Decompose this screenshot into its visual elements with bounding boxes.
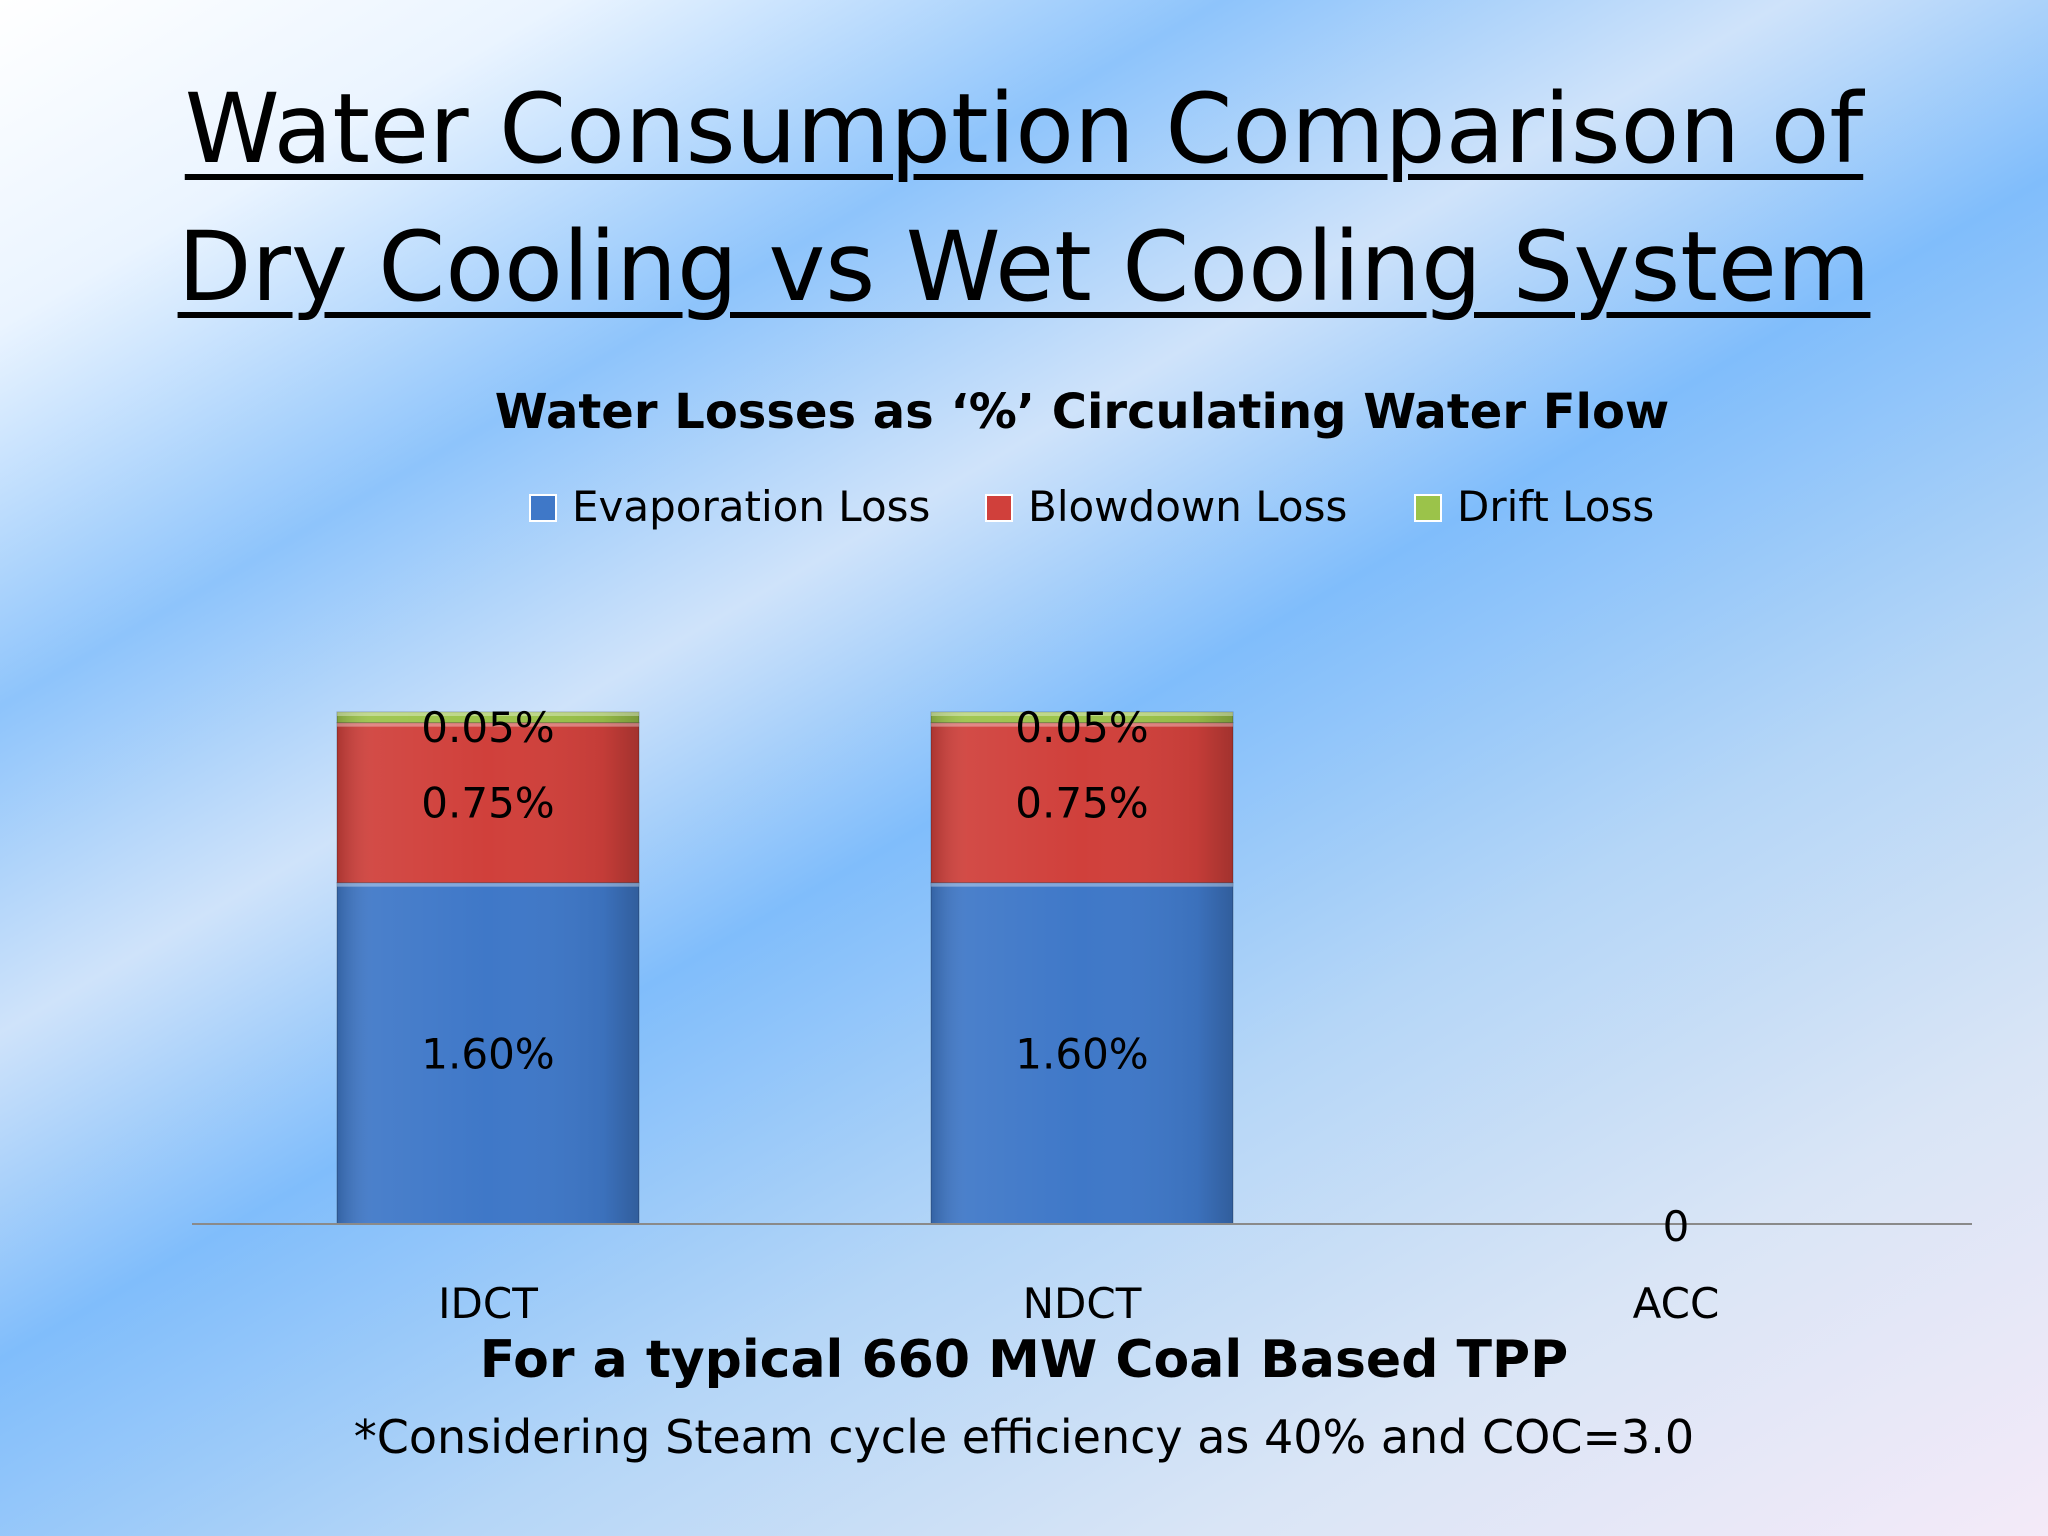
slide-title-line-2: Dry Cooling vs Wet Cooling System <box>177 211 1871 323</box>
legend-item: Evaporation Loss <box>529 482 930 531</box>
bar-shading <box>931 882 1233 1224</box>
bar-shading <box>337 722 639 883</box>
legend-swatch <box>529 494 557 522</box>
legend-swatch <box>985 494 1013 522</box>
data-label: 1.60% <box>1015 1029 1148 1078</box>
zero-data-label: 0 <box>1663 1202 1690 1251</box>
footer-note-text: *Considering Steam cycle efficiency as 4… <box>353 1410 1695 1464</box>
legend-swatch <box>1414 494 1442 522</box>
data-label: 1.60% <box>421 1029 554 1078</box>
data-label: 0.05% <box>1015 703 1148 752</box>
category-label: NDCT <box>1023 1279 1142 1328</box>
chart-title: Water Losses as ‘%’ Circulating Water Fl… <box>495 384 1670 440</box>
bar-highlight <box>337 722 639 727</box>
footer-main-text: For a typical 660 MW Coal Based TPP <box>479 1330 1569 1390</box>
bar-shading <box>931 712 1233 723</box>
category-label: IDCT <box>438 1279 538 1328</box>
bar-shading <box>337 712 639 723</box>
legend-item: Blowdown Loss <box>985 482 1347 531</box>
bar-shading <box>931 722 1233 883</box>
chart-bars <box>336 711 1234 1225</box>
data-label: 0.75% <box>1015 779 1148 828</box>
bar-highlight <box>931 722 1233 727</box>
category-label: ACC <box>1633 1279 1720 1328</box>
legend-label: Blowdown Loss <box>1028 482 1347 531</box>
slide-title: Water Consumption Comparison of Dry Cool… <box>0 60 2048 336</box>
data-label: 0.05% <box>421 703 554 752</box>
slide-title-line-1: Water Consumption Comparison of <box>184 73 1864 185</box>
legend-item: Drift Loss <box>1414 482 1654 531</box>
bar-highlight <box>337 712 639 716</box>
chart-labels: 1.60% 0.75% 0.05% IDCT 1.60% 0.75% 0.05% NDCT 0 A… <box>421 703 1719 1328</box>
data-label: 0.75% <box>421 779 554 828</box>
legend-label: Evaporation Loss <box>572 482 930 531</box>
bar-highlight <box>931 712 1233 716</box>
bar-highlight <box>931 882 1233 887</box>
bar-highlight <box>337 882 639 887</box>
chart-legend: Evaporation Loss Blowdown Loss Drift Loss <box>529 482 1654 531</box>
bar-shading <box>337 882 639 1224</box>
stacked-bar-chart: Water Losses as ‘%’ Circulating Water Fl… <box>192 384 1972 1328</box>
legend-label: Drift Loss <box>1457 482 1654 531</box>
